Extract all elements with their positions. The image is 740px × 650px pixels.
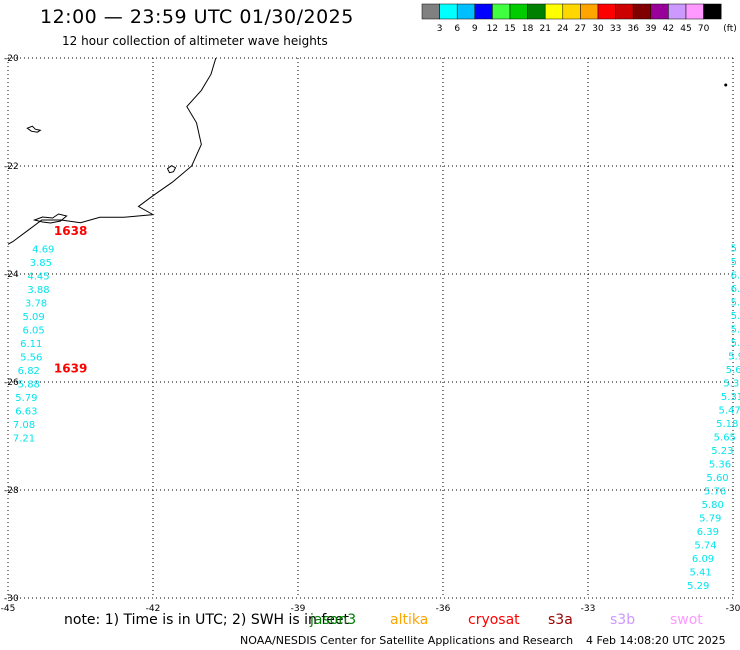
legend-tick-label: 12 [487,24,498,34]
legend-tick-label: 21 [539,24,550,34]
color-scale-legend: 3 6 9 12 15 18 21 24 27 30 33 36 39 42 45 70 (ft) [421,3,737,34]
lon-tick-label: -30 [726,604,740,614]
legend-tick-label: 27 [575,24,586,34]
legend-tick-label: 9 [472,24,478,34]
wave-height-label: 6.63 [15,406,37,417]
legend-tick-label: 30 [592,24,604,34]
satellite-cryosat: cryosat [468,612,520,628]
wave-height-label: 5.74 [694,540,716,551]
wave-height-label: 3.88 [27,285,49,296]
legend-tick-label: 42 [663,24,674,34]
map-subtitle: 12 hour collection of altimeter wave hei… [62,34,328,48]
lat-tick-label: -26 [4,378,19,388]
wave-height-label: 6.11 [20,339,42,350]
time-label: 1639 [54,361,87,375]
wave-height-label: 5.41 [690,567,712,578]
wave-height-label: 5.80 [702,500,724,511]
wave-height-label: 6.82 [18,366,40,377]
legend-tick-label: 24 [557,24,569,34]
credit-line: NOAA/NESDIS Center for Satellite Applica… [240,634,574,647]
legend-tick-label: 70 [698,24,710,34]
legend-tick-label: 39 [645,24,657,34]
wave-height-label: 3.85 [30,258,52,269]
wave-height-label: 5.68 [726,365,740,376]
wave-height-label: 5.23 [711,446,733,457]
satellite-swot: swot [670,612,703,628]
island-ilha-grande [32,213,68,224]
wave-height-label: 5.65 [714,432,736,443]
wave-height-label: 5.29 [687,581,709,592]
wave-height-label: 6.( [731,284,740,295]
wave-height-label: 5.09 [23,312,45,323]
legend-swatch [703,3,722,20]
legend-tick-label: 18 [522,24,534,34]
satellite-s3a: s3a [548,612,573,628]
wave-height-label: 5.33 [723,378,740,389]
wave-height-label: 5.18 [716,419,738,430]
legend-tick-label: 36 [627,24,639,34]
inland-lake [26,125,42,133]
wave-height-label: 6. [731,270,740,281]
wave-height-label: 5.7: [731,311,740,322]
wave-height-label: 5.79 [15,393,37,404]
legend-tick-label: 33 [610,24,621,34]
legend-tick-label: 3 [437,24,443,34]
wave-height-label: 5.31 [721,392,740,403]
lat-tick-label: -22 [4,162,19,172]
satellite-s3b: s3b [610,612,636,628]
wave-height-label: 5.47 [719,405,740,416]
lat-tick-label: -20 [4,54,19,64]
legend-unit: (ft) [723,24,737,34]
wave-height-label: 5.60 [706,473,728,484]
lon-tick-label: -36 [436,604,451,614]
lat-tick-label: -30 [4,594,19,604]
wave-height-label: 5.6 [731,297,740,308]
wave-height-label: 5 [731,243,737,254]
lat-tick-label: -28 [4,486,19,496]
wave-height-label: 5.56 [20,352,42,363]
map-title: 12:00 — 23:59 UTC 01/30/2025 [40,6,354,28]
wave-height-label: 7.21 [13,433,35,444]
wave-height-label: 6.09 [692,554,714,565]
lon-tick-label: -45 [1,604,16,614]
satellite-jason3: jason3 [310,612,357,628]
legend-tick-label: 45 [680,24,691,34]
generated-timestamp: 4 Feb 14:08:20 UTC 2025 [586,634,726,647]
wave-height-label: 5 [731,257,737,268]
island-dot [724,83,728,87]
legend-tick-label: 6 [454,24,460,34]
wave-height-label: 5.72 [731,324,740,335]
lon-tick-label: -42 [146,604,161,614]
legend-tick-label: 15 [504,24,515,34]
wave-height-label: 7.08 [13,420,35,431]
lat-tick-label: -24 [4,270,19,280]
coastline [7,57,217,245]
wave-height-label: 5.79 [699,513,721,524]
wave-height-label: 5.76 [704,486,726,497]
wave-height-label: 6.05 [23,325,45,336]
wave-height-label: 6.39 [697,527,719,538]
wave-height-label: 5.87 [731,338,740,349]
wave-height-label: 5.88 [18,379,40,390]
wave-height-label: 4.45 [27,271,49,282]
wave-height-label: 5.91 [728,351,740,362]
wave-height-label: 3.78 [25,298,47,309]
wave-height-label: 4.69 [32,244,54,255]
lon-tick-label: -33 [581,604,596,614]
lon-tick-label: -39 [291,604,306,614]
wave-height-label: 5.36 [709,459,731,470]
satellite-altika: altika [390,612,429,628]
time-label: 1638 [54,224,87,238]
footer-note: note: 1) Time is in UTC; 2) SWH is in fe… [64,612,350,628]
coastal-lagoon [166,165,177,174]
